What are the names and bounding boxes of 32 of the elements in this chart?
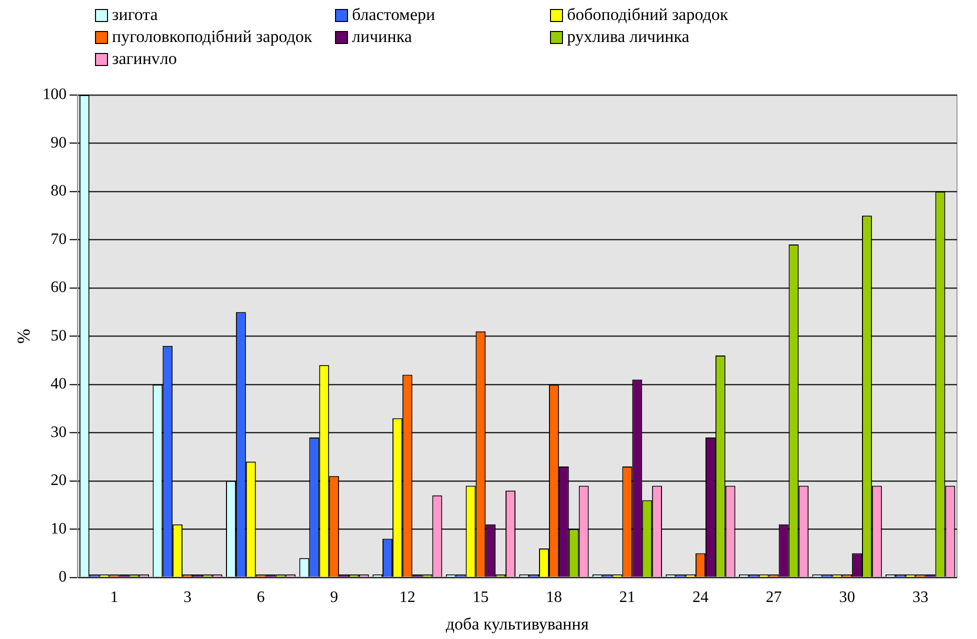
x-tick-label: 12 <box>399 589 416 606</box>
legend-label: рухлива личинка <box>567 27 690 47</box>
x-tick-label: 21 <box>619 589 636 606</box>
y-tick-label: 90 <box>50 134 67 152</box>
y-tick-label: 40 <box>50 376 67 393</box>
x-tick-label: 9 <box>330 589 338 606</box>
y-tick-label: 0 <box>58 568 67 586</box>
x-tick-label: 1 <box>110 589 118 606</box>
legend-label: зигота <box>112 5 158 25</box>
y-tick-label: 100 <box>42 86 67 104</box>
legend-label: бластомери <box>352 5 436 25</box>
x-tick-label: 33 <box>912 589 928 606</box>
y-tick-label: 60 <box>50 279 67 296</box>
x-tick-label: 30 <box>839 589 856 606</box>
y-tick-label: 70 <box>50 230 67 248</box>
x-axis-title: доба культивування <box>446 614 589 634</box>
legend-label: загинvло <box>112 49 177 69</box>
x-tick-label: 15 <box>472 589 489 606</box>
legend-label: бобоподібний зародок <box>567 5 728 25</box>
y-tick-label: 30 <box>50 424 67 441</box>
legend-label: пуголовкоподібний зародок <box>112 27 312 47</box>
x-tick-label: 24 <box>692 589 709 606</box>
y-tick-label: 20 <box>50 472 67 490</box>
x-tick-label: 3 <box>184 589 192 606</box>
y-axis-title: % <box>14 328 34 344</box>
legend-label: личинка <box>352 27 412 47</box>
x-tick-label: 27 <box>766 589 782 606</box>
y-tick-label: 50 <box>50 327 67 344</box>
y-tick-label: 10 <box>50 520 67 538</box>
x-tick-label: 18 <box>546 589 562 606</box>
y-tick-label: 80 <box>50 182 67 200</box>
x-tick-label: 6 <box>256 589 265 606</box>
